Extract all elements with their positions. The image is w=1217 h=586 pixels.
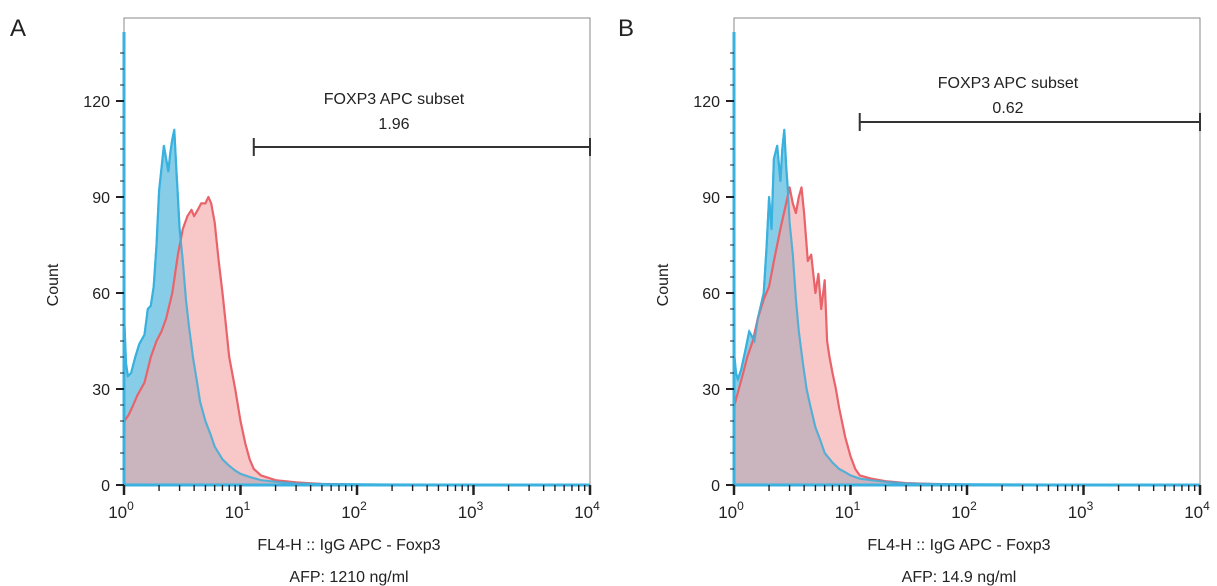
panel-label: B	[618, 15, 634, 42]
y-axis-label: Count	[45, 263, 62, 306]
x-tick-exponent: 4	[1203, 499, 1210, 513]
x-tick-base: 10	[1184, 503, 1203, 522]
x-tick-base: 10	[225, 503, 244, 522]
x-tick-base: 10	[951, 503, 970, 522]
y-tick-label: 120	[693, 94, 720, 111]
series-group	[734, 36, 1200, 485]
x-tick-label: 101	[225, 499, 251, 522]
y-tick-label: 0	[101, 478, 110, 495]
x-tick-label: 103	[458, 499, 484, 522]
x-tick-label: 102	[341, 499, 367, 522]
sample-caption: AFP: 14.9 ng/ml	[902, 569, 1017, 586]
series-line-red	[124, 195, 590, 485]
x-tick-exponent: 2	[360, 499, 367, 513]
y-tick-label: 30	[702, 382, 720, 399]
x-tick-label: 103	[1068, 499, 1094, 522]
x-tick-label: 104	[1184, 499, 1210, 522]
gate-percentage: 1.96	[378, 116, 409, 133]
y-tick-label: 0	[711, 478, 720, 495]
y-axis-label: Count	[655, 263, 672, 306]
x-tick-base: 10	[341, 503, 360, 522]
x-tick-exponent: 1	[244, 499, 251, 513]
gate-title: FOXP3 APC subset	[324, 91, 465, 108]
series-line-blue-overlay	[734, 36, 1200, 485]
x-tick-label: 101	[835, 499, 861, 522]
x-tick-exponent: 2	[970, 499, 977, 513]
x-tick-base: 10	[458, 503, 477, 522]
x-tick-base: 10	[718, 503, 737, 522]
x-tick-label: 100	[108, 499, 134, 522]
x-tick-exponent: 1	[854, 499, 861, 513]
x-tick-base: 10	[574, 503, 593, 522]
y-tick-label: 90	[702, 190, 720, 207]
x-tick-label: 100	[718, 499, 744, 522]
x-tick-exponent: 3	[1087, 499, 1094, 513]
gate-percentage: 0.62	[992, 100, 1023, 117]
y-tick-label: 30	[92, 382, 110, 399]
x-tick-label: 102	[951, 499, 977, 522]
panel-label: A	[10, 15, 26, 42]
x-axis-label: FL4-H :: IgG APC - Foxp3	[257, 537, 440, 554]
series-line-blue-overlay	[124, 36, 590, 485]
x-tick-exponent: 3	[477, 499, 484, 513]
y-tick-label: 90	[92, 190, 110, 207]
x-tick-exponent: 0	[127, 499, 134, 513]
y-tick-label: 60	[92, 286, 110, 303]
x-tick-base: 10	[835, 503, 854, 522]
x-tick-exponent: 0	[737, 499, 744, 513]
y-tick-label: 60	[702, 286, 720, 303]
x-tick-base: 10	[1068, 503, 1087, 522]
sample-caption: AFP: 1210 ng/ml	[289, 569, 408, 586]
series-area-red	[734, 187, 1200, 485]
x-tick-label: 104	[574, 499, 600, 522]
x-tick-base: 10	[108, 503, 127, 522]
y-tick-label: 120	[83, 94, 110, 111]
x-axis-label: FL4-H :: IgG APC - Foxp3	[867, 537, 1050, 554]
x-tick-exponent: 4	[593, 499, 600, 513]
gate-title: FOXP3 APC subset	[938, 75, 1079, 92]
series-area-red	[124, 197, 590, 485]
